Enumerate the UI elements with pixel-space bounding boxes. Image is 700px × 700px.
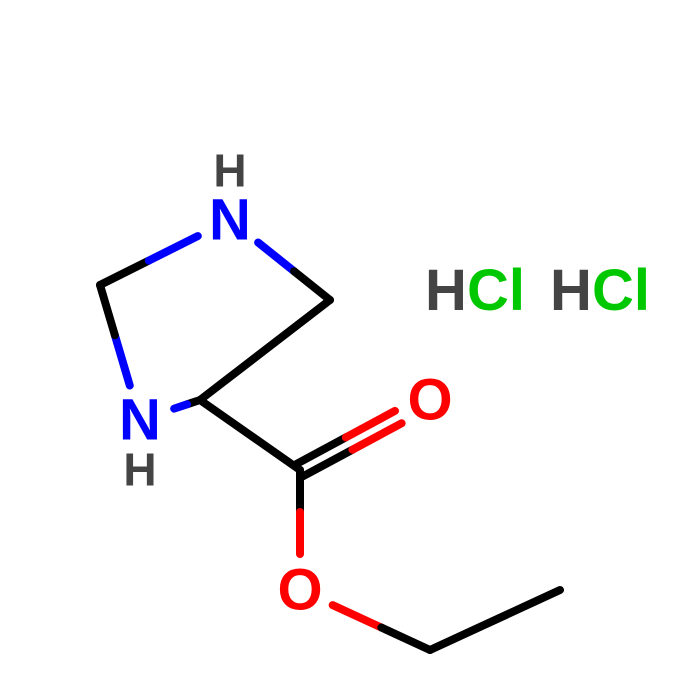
bond <box>333 605 382 627</box>
bond <box>294 271 330 300</box>
bond <box>200 300 330 400</box>
molecule-canvas: NHNHOOHClHCl <box>0 0 700 700</box>
atom-n: N <box>209 188 251 253</box>
bond <box>430 590 560 650</box>
bond <box>149 236 198 260</box>
atom-o: O <box>407 368 452 433</box>
atom-h: H <box>213 145 246 197</box>
salt-hcl: HCl <box>425 258 525 323</box>
bond <box>115 335 130 385</box>
bond <box>100 261 149 285</box>
bond <box>258 242 294 271</box>
bond <box>381 628 430 650</box>
atom-h: H <box>123 443 156 495</box>
bond <box>100 285 115 335</box>
salt-hcl: HCl <box>550 258 650 323</box>
bond <box>200 400 300 470</box>
bond <box>174 404 187 408</box>
atom-o: O <box>277 558 322 623</box>
atoms-group: NHNHOO <box>119 145 453 623</box>
